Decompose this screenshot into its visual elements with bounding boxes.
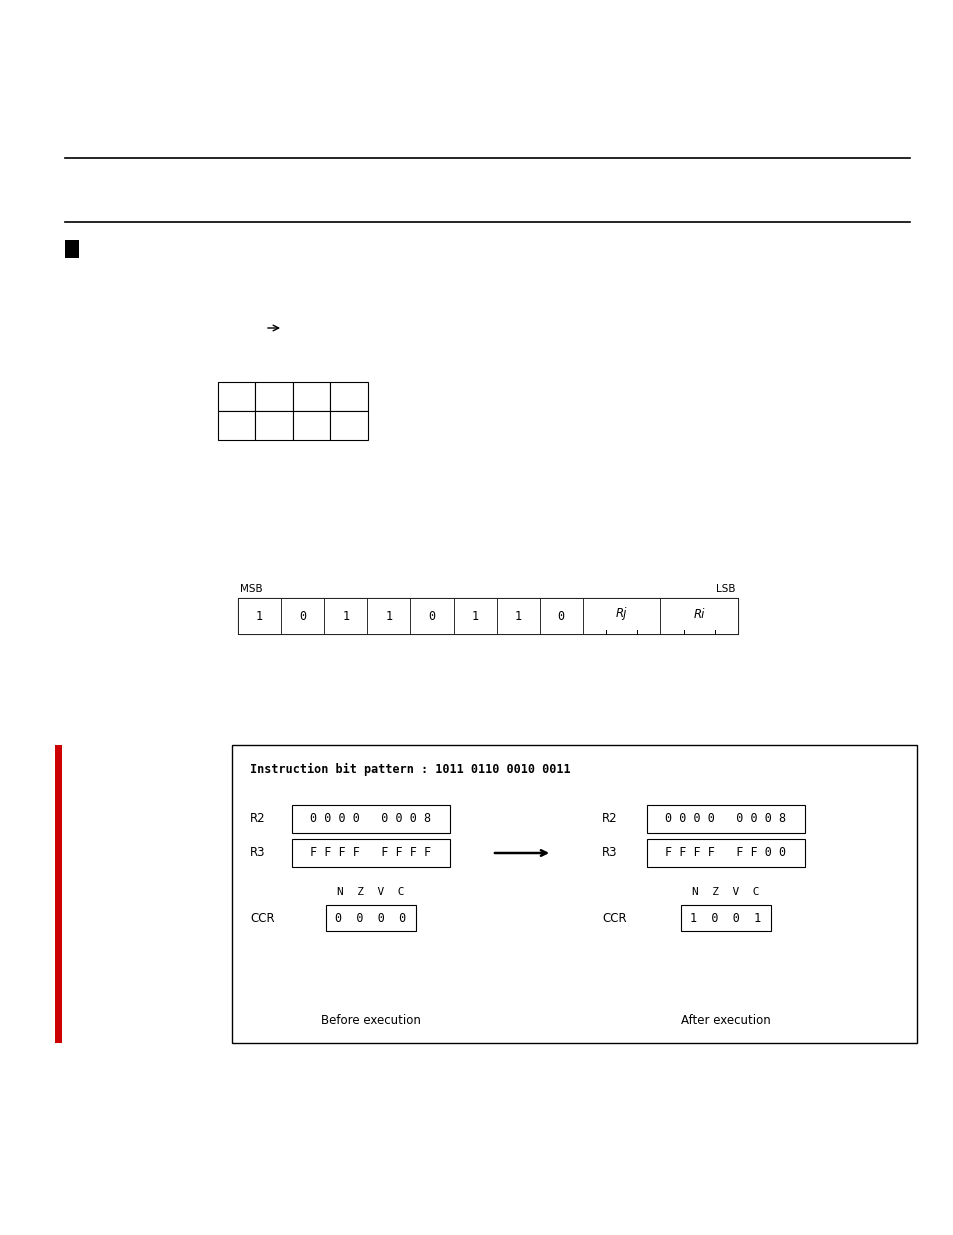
Bar — [646, 839, 804, 867]
Text: 0 0 0 0   0 0 0 8: 0 0 0 0 0 0 0 8 — [310, 813, 431, 825]
Bar — [237, 598, 738, 634]
Bar — [65, 240, 79, 258]
Text: CCR: CCR — [601, 911, 626, 925]
Text: 0: 0 — [558, 610, 564, 622]
Bar — [292, 805, 450, 832]
Text: Before execution: Before execution — [321, 1014, 420, 1028]
Text: LSB: LSB — [716, 584, 735, 594]
Text: 0: 0 — [428, 610, 436, 622]
Bar — [326, 905, 416, 931]
Bar — [281, 598, 324, 634]
Bar — [293, 411, 330, 440]
Text: 1: 1 — [342, 610, 349, 622]
Text: R3: R3 — [601, 846, 617, 860]
Text: 1: 1 — [255, 610, 263, 622]
Bar — [292, 839, 450, 867]
Text: 1: 1 — [514, 610, 521, 622]
Text: Rj: Rj — [616, 608, 627, 620]
Bar — [367, 598, 410, 634]
Text: 0 0 0 0   0 0 0 8: 0 0 0 0 0 0 0 8 — [665, 813, 785, 825]
Bar — [680, 905, 770, 931]
Bar — [255, 382, 293, 411]
Text: R2: R2 — [601, 813, 617, 825]
Text: 1  0  0  1: 1 0 0 1 — [690, 911, 760, 925]
Text: R3: R3 — [250, 846, 265, 860]
Bar — [453, 598, 497, 634]
Bar — [539, 598, 582, 634]
Bar — [582, 598, 659, 634]
Bar — [293, 382, 330, 411]
Text: N  Z  V  C: N Z V C — [692, 887, 759, 897]
Text: F F F F   F F 0 0: F F F F F F 0 0 — [665, 846, 785, 860]
Text: F F F F   F F F F: F F F F F F F F — [310, 846, 431, 860]
Text: N  Z  V  C: N Z V C — [337, 887, 404, 897]
Bar — [255, 411, 293, 440]
Text: Instruction bit pattern : 1011 0110 0010 0011: Instruction bit pattern : 1011 0110 0010… — [250, 763, 570, 776]
Text: 1: 1 — [471, 610, 478, 622]
Bar — [659, 598, 738, 634]
Bar — [330, 411, 368, 440]
Bar — [410, 598, 453, 634]
Bar — [218, 382, 255, 411]
Bar — [55, 745, 62, 1044]
Text: R2: R2 — [250, 813, 265, 825]
Text: 0: 0 — [299, 610, 306, 622]
Bar — [237, 598, 281, 634]
Text: Ri: Ri — [693, 608, 704, 620]
Bar — [218, 411, 255, 440]
Bar — [646, 805, 804, 832]
Text: After execution: After execution — [680, 1014, 770, 1028]
Text: 0  0  0  0: 0 0 0 0 — [335, 911, 406, 925]
Bar — [497, 598, 539, 634]
Bar — [324, 598, 367, 634]
Bar — [232, 745, 916, 1044]
Text: MSB: MSB — [240, 584, 262, 594]
Text: CCR: CCR — [250, 911, 274, 925]
Bar — [330, 382, 368, 411]
Text: 1: 1 — [385, 610, 392, 622]
